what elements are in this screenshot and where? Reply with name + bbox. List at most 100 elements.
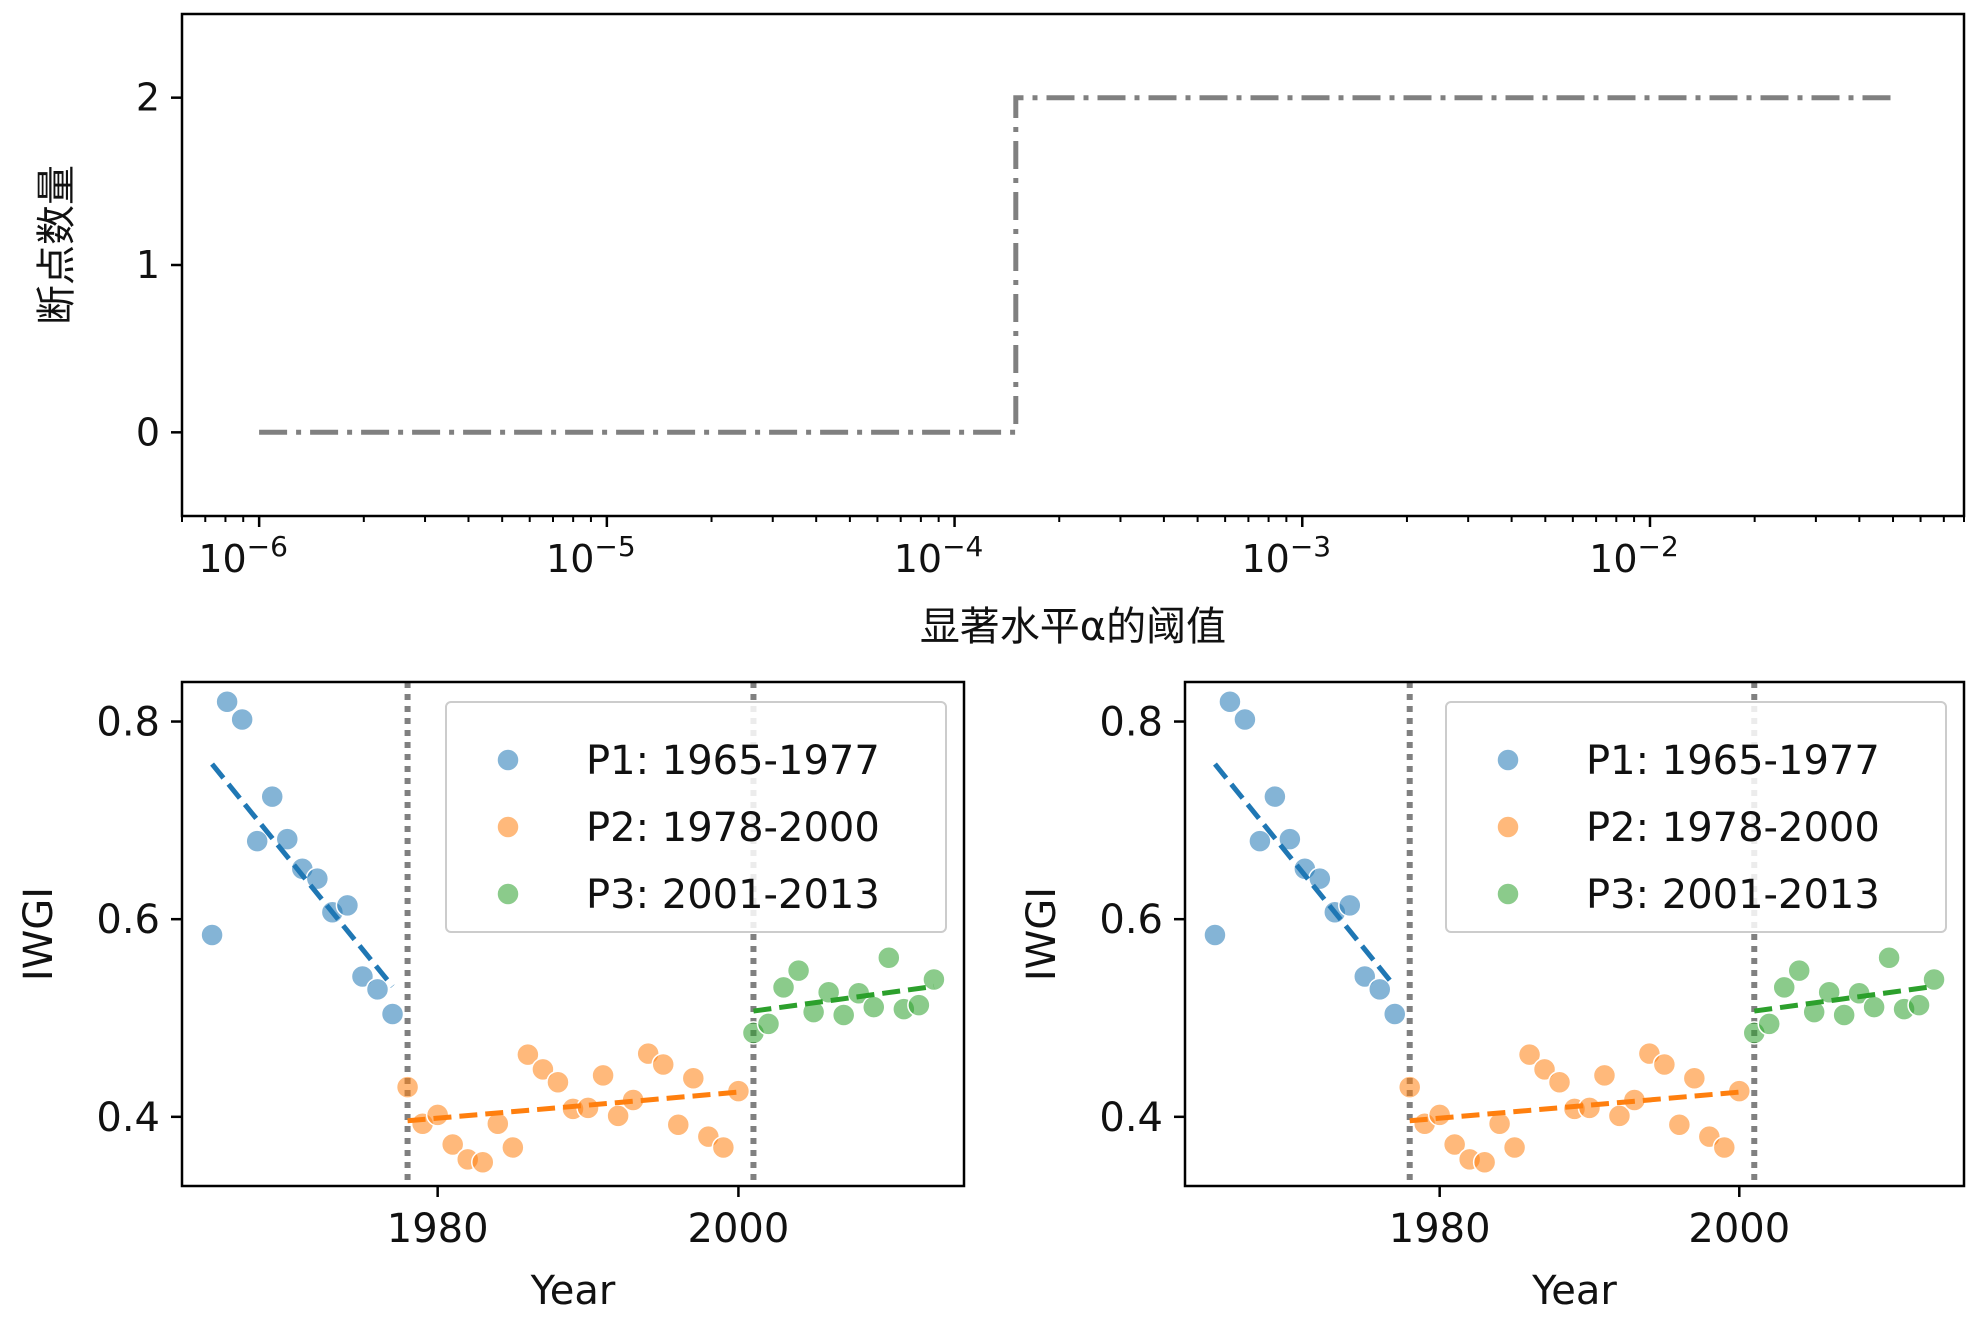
trend-line (1409, 1089, 1740, 1124)
data-point (756, 1012, 781, 1036)
y-tick-label: 0.4 (96, 1095, 160, 1141)
plot-frame (1183, 680, 1966, 1188)
trend-line (210, 762, 395, 988)
x-tick-base: 10 (198, 537, 246, 581)
x-tick-label: 10−4 (894, 530, 984, 581)
iwgi-right-panel: P1: 1965-1977 P2: 1978-2000 P3: 2001-2013 1… (1019, 680, 1966, 1314)
data-point (681, 1066, 706, 1091)
data-point (1532, 1057, 1557, 1082)
legend-marker (1496, 748, 1520, 772)
legend-label: P1: 1965-1977 (1586, 738, 1880, 784)
x-tick-label: 2000 (1688, 1206, 1790, 1252)
data-point (1712, 1135, 1737, 1160)
data-point (1922, 967, 1946, 992)
data-point (350, 964, 375, 989)
data-point (425, 1103, 450, 1127)
y-axis-label: 断点数量 (34, 165, 80, 325)
y-axis-label: IWGI (16, 887, 62, 981)
x-tick-exponent: −2 (1638, 530, 1679, 563)
legend-label: P2: 1978-2000 (1586, 805, 1880, 851)
data-point (651, 1052, 675, 1077)
y-tick-label: 1 (136, 243, 160, 287)
data-point (771, 975, 796, 1000)
legend-marker (496, 882, 520, 906)
legend-box (1445, 701, 1947, 933)
data-point (1368, 977, 1392, 1002)
data-point (1862, 995, 1886, 1019)
data-point (1682, 1066, 1707, 1091)
data-point (1772, 975, 1796, 1000)
legend-label: P1: 1965-1977 (586, 738, 880, 784)
data-point (245, 829, 269, 853)
x-tick-base: 10 (1241, 537, 1289, 581)
plot-frame (180, 12, 1966, 518)
data-point (395, 1075, 420, 1099)
data-point (1517, 1042, 1542, 1067)
data-point (591, 1063, 615, 1088)
x-tick-exponent: −4 (942, 530, 983, 563)
x-axis-label: 显著水平α的阈值 (920, 604, 1226, 650)
data-point (1502, 1135, 1527, 1160)
x-tick-label: 10−3 (1241, 530, 1331, 581)
x-tick-base: 10 (546, 537, 594, 581)
data-point (200, 923, 224, 947)
y-axis-label: IWGI (1019, 887, 1065, 981)
trend-line (753, 983, 935, 1014)
data-point (1218, 690, 1242, 714)
x-axis-label: Year (530, 1268, 616, 1314)
data-point (516, 1042, 540, 1067)
data-point (1907, 993, 1931, 1017)
data-point (1547, 1070, 1572, 1094)
y-tick-label: 0.6 (1099, 897, 1163, 943)
data-point (1248, 829, 1272, 853)
legend-marker (496, 815, 520, 839)
data-point (922, 967, 946, 992)
x-tick-label: 10−6 (198, 530, 288, 581)
x-tick-label: 1980 (1389, 1206, 1491, 1252)
data-point (1338, 893, 1362, 918)
data-point (831, 1003, 856, 1027)
data-point (907, 993, 931, 1017)
trend-line (1213, 762, 1397, 988)
data-point (440, 1132, 465, 1157)
data-point (786, 958, 811, 983)
data-point (1263, 784, 1287, 809)
x-tick-base: 10 (894, 537, 942, 581)
legend-box (445, 701, 947, 933)
x-tick-base: 10 (1589, 537, 1637, 581)
trend-line (1753, 983, 1935, 1014)
legend-label: P3: 2001-2013 (586, 872, 880, 918)
data-point (1382, 1002, 1407, 1026)
data-point (260, 784, 284, 809)
data-point (531, 1057, 555, 1082)
data-point (862, 995, 886, 1019)
data-point (1442, 1132, 1467, 1157)
step-series-line (259, 95, 1893, 435)
trend-line (407, 1089, 739, 1124)
data-point (666, 1112, 691, 1137)
data-point (1278, 827, 1302, 851)
data-point (1652, 1052, 1677, 1077)
x-tick-label: 10−5 (546, 530, 636, 581)
data-point (546, 1070, 570, 1094)
data-point (1397, 1075, 1422, 1099)
data-point (877, 945, 901, 970)
data-point (1592, 1063, 1617, 1088)
x-tick-exponent: −5 (594, 530, 635, 563)
data-point (1877, 945, 1901, 970)
legend-label: P2: 1978-2000 (586, 805, 880, 851)
data-point (1203, 923, 1227, 947)
data-point (501, 1135, 525, 1160)
legend-marker (1496, 882, 1520, 906)
y-tick-label: 2 (136, 76, 160, 120)
data-point (1427, 1103, 1452, 1127)
data-point (1787, 958, 1811, 983)
data-point (471, 1150, 495, 1175)
data-point (1757, 1012, 1781, 1036)
y-tick-label: 0 (136, 410, 160, 454)
y-tick-label: 0.6 (96, 897, 160, 943)
x-tick-exponent: −6 (247, 530, 288, 563)
y-tick-label: 0.8 (1099, 700, 1163, 746)
